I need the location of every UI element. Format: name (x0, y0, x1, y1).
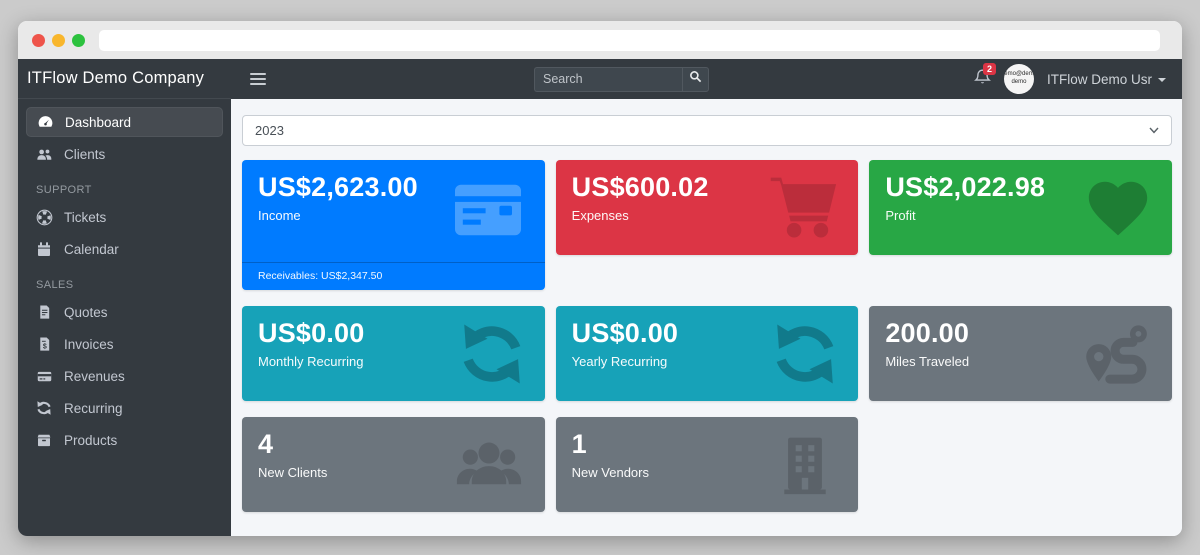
income-label: Income (258, 208, 301, 224)
sidebar-item-products[interactable]: Products (26, 425, 223, 455)
sidebar-item-revenues[interactable]: Revenues (26, 361, 223, 391)
new-vendors-card[interactable]: 1 New Vendors (555, 417, 859, 512)
income-receivables: Receivables: US$2,347.50 (242, 262, 545, 290)
sidebar-section-support: SUPPORT (36, 184, 92, 196)
miles-traveled-card[interactable]: 200.00 Miles Traveled (869, 306, 1172, 401)
user-dropdown[interactable]: ITFlow Demo Usr (1047, 72, 1166, 87)
top-navbar: 2 demo@demo demo ITFlow Demo Usr (231, 59, 1182, 99)
search-input[interactable] (534, 66, 682, 92)
notifications-button[interactable]: 2 (974, 62, 996, 91)
new-clients-card[interactable]: 4 New Clients (242, 417, 545, 512)
income-card[interactable]: US$2,623.00 Income Receivables: US$2,347… (242, 160, 545, 290)
sidebar-item-invoices[interactable]: $ Invoices (26, 329, 223, 359)
sidebar-item-label: Calendar (64, 241, 119, 257)
avatar-text-bottom: demo (1011, 79, 1027, 85)
new-vendors-value: 1 (571, 429, 587, 459)
sidebar-item-label: Products (64, 432, 118, 448)
expenses-value: US$600.02 (571, 172, 709, 202)
minimize-window-button[interactable] (52, 33, 65, 47)
hamburger-menu-icon[interactable] (250, 73, 266, 85)
new-vendors-label: New Vendors (571, 465, 649, 481)
sidebar-item-label: Dashboard (65, 114, 132, 130)
monthly-recurring-value: US$0.00 (258, 318, 365, 348)
sidebar-item-label: Recurring (64, 400, 123, 416)
sidebar: ITFlow Demo Company Dashboard Clients SU… (18, 59, 231, 536)
sync-icon (35, 400, 53, 417)
sidebar-item-quotes[interactable]: Quotes (26, 297, 223, 327)
sidebar-item-calendar[interactable]: Calendar (26, 234, 223, 264)
yearly-recurring-label: Yearly Recurring (571, 354, 668, 370)
profit-card[interactable]: US$2,022.98 Profit (869, 160, 1172, 255)
sync-icon (457, 320, 527, 388)
navbar-search (534, 66, 709, 92)
select-chevron-icon (1149, 127, 1159, 134)
monthly-recurring-label: Monthly Recurring (258, 354, 364, 370)
route-icon (1082, 319, 1154, 389)
sidebar-item-clients[interactable]: Clients (26, 139, 223, 169)
sidebar-nav: Dashboard Clients SUPPORT Tickets (18, 99, 231, 465)
sidebar-item-recurring[interactable]: Recurring (26, 393, 223, 423)
user-name: ITFlow Demo Usr (1046, 71, 1152, 87)
sidebar-item-label: Revenues (64, 368, 125, 384)
quote-document-icon (35, 304, 53, 321)
sidebar-item-label: Tickets (64, 209, 107, 225)
new-clients-label: New Clients (258, 465, 328, 481)
heart-icon (1082, 173, 1154, 243)
expenses-label: Expenses (571, 208, 629, 224)
year-select-value: 2023 (255, 123, 284, 138)
yearly-recurring-card[interactable]: US$0.00 Yearly Recurring (555, 306, 859, 401)
monthly-recurring-card[interactable]: US$0.00 Monthly Recurring (242, 306, 545, 401)
sidebar-item-label: Clients (64, 146, 106, 162)
svg-text:$: $ (42, 343, 46, 350)
sidebar-item-label: Invoices (64, 336, 114, 352)
users-icon (35, 146, 53, 163)
traffic-lights (32, 33, 85, 47)
yearly-recurring-value: US$0.00 (571, 318, 679, 348)
sidebar-item-label: Quotes (64, 304, 108, 320)
search-icon (689, 70, 702, 88)
main-content: 2023 US$2,623.00 Income Receivables: US$… (231, 99, 1182, 536)
credit-card-icon (449, 174, 527, 246)
invoice-dollar-icon: $ (35, 336, 53, 353)
maximize-window-button[interactable] (72, 33, 85, 47)
credit-card-icon (35, 368, 53, 385)
sync-icon (770, 320, 840, 388)
users-icon (451, 430, 527, 500)
sidebar-item-dashboard[interactable]: Dashboard (26, 107, 223, 137)
miles-traveled-label: Miles Traveled (885, 354, 970, 370)
close-window-button[interactable] (32, 33, 45, 47)
profit-value: US$2,022.98 (885, 172, 1046, 202)
sidebar-item-tickets[interactable]: Tickets (26, 202, 223, 232)
stat-cards-grid: US$2,623.00 Income Receivables: US$2,347… (242, 160, 1172, 512)
expenses-card[interactable]: US$600.02 Expenses (555, 160, 859, 255)
profit-label: Profit (885, 208, 916, 224)
sidebar-section-sales: SALES (36, 279, 74, 291)
calendar-icon (35, 241, 53, 258)
income-value: US$2,623.00 (258, 172, 418, 202)
brand-title[interactable]: ITFlow Demo Company (18, 59, 231, 99)
search-button[interactable] (682, 66, 709, 92)
building-icon (770, 430, 840, 500)
tachometer-icon (36, 114, 54, 131)
browser-chrome (18, 21, 1182, 59)
url-bar[interactable] (99, 29, 1160, 51)
year-select[interactable]: 2023 (242, 115, 1172, 146)
miles-traveled-value: 200.00 (885, 318, 970, 348)
avatar-text-top: demo@demo (1004, 71, 1034, 78)
new-clients-value: 4 (258, 429, 274, 459)
box-icon (35, 432, 53, 449)
life-ring-icon (35, 209, 53, 226)
user-avatar[interactable]: demo@demo demo (1003, 64, 1034, 94)
notification-badge: 2 (982, 62, 996, 76)
shopping-cart-icon (768, 173, 840, 243)
browser-window: ITFlow Demo Company Dashboard Clients SU… (18, 21, 1182, 536)
chevron-down-icon (1158, 78, 1166, 82)
